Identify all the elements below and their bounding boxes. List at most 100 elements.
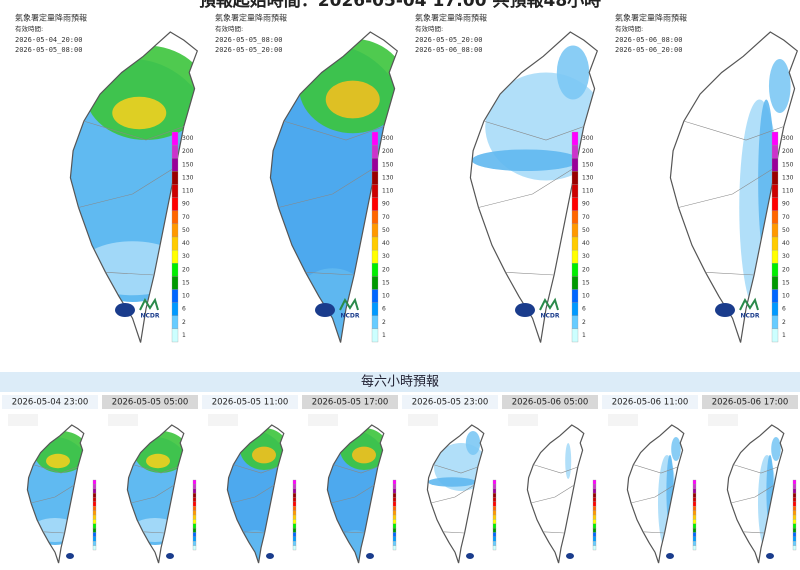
legend-swatch bbox=[692, 506, 697, 511]
legend-swatch bbox=[392, 479, 397, 485]
legend-swatch bbox=[592, 501, 597, 507]
logo-mark bbox=[139, 297, 159, 311]
rain-area bbox=[565, 443, 572, 479]
legend-swatch bbox=[192, 488, 197, 494]
legend-swatch bbox=[492, 492, 497, 498]
coast bbox=[26, 424, 85, 564]
legend-label: 50 bbox=[782, 227, 790, 234]
map-valid-label: 有效時間: bbox=[15, 24, 43, 33]
legend-label: 130 bbox=[582, 174, 594, 181]
map-end: 2026-05-05_20:00 bbox=[215, 46, 282, 54]
legend-swatch bbox=[771, 184, 779, 198]
time-tab-label: 2026-05-05 11:00 bbox=[212, 398, 289, 408]
time-tab-label: 2026-05-06 17:00 bbox=[712, 398, 789, 408]
logo-cwa bbox=[115, 303, 135, 317]
time-tab-label: 2026-05-05 17:00 bbox=[312, 398, 389, 408]
map-valid-label: 有效時間: bbox=[215, 24, 243, 33]
county-lines bbox=[78, 120, 184, 276]
legend-swatch bbox=[571, 263, 579, 277]
legend-swatch bbox=[292, 532, 297, 538]
map-end: 2026-05-06_08:00 bbox=[415, 46, 482, 54]
county-lines bbox=[30, 464, 78, 534]
legend-swatch bbox=[592, 532, 597, 538]
rain-blob bbox=[252, 446, 276, 464]
legend-swatch bbox=[371, 158, 379, 172]
legend-swatch bbox=[771, 197, 779, 211]
legend-label: 110 bbox=[382, 188, 394, 195]
legend-swatch bbox=[192, 506, 197, 511]
legend-swatch bbox=[392, 497, 397, 503]
legend-swatch bbox=[92, 523, 97, 529]
legend-label: 110 bbox=[582, 188, 594, 195]
legend-swatch bbox=[171, 328, 179, 343]
time-tab-label: 2026-05-06 11:00 bbox=[612, 398, 689, 408]
legend-swatch bbox=[371, 263, 379, 277]
logo-cwa bbox=[515, 303, 535, 317]
rain-blob bbox=[46, 453, 70, 469]
legend-label: 40 bbox=[782, 240, 790, 247]
legend-label: 6 bbox=[782, 306, 786, 313]
legend-swatch bbox=[492, 479, 497, 485]
legend-swatch bbox=[692, 536, 697, 542]
map-valid-label: 有效時間: bbox=[415, 24, 443, 33]
legend-swatch bbox=[771, 223, 779, 238]
legend-label: 200 bbox=[382, 148, 394, 155]
legend-label: 50 bbox=[582, 227, 590, 234]
legend-label: 15 bbox=[382, 279, 390, 286]
coast bbox=[726, 424, 785, 564]
legend-label: 300 bbox=[582, 135, 594, 142]
county-lines bbox=[230, 464, 278, 534]
legend-swatch bbox=[792, 514, 797, 520]
page-title: 預報起始時間：2026-05-04 17:00 共預報48小時 bbox=[199, 0, 601, 11]
legend-label: 2 bbox=[782, 319, 786, 326]
rain-blob bbox=[471, 149, 580, 172]
legend-swatch bbox=[392, 484, 397, 489]
logo-mark bbox=[739, 297, 759, 311]
legend-swatch bbox=[92, 492, 97, 498]
county-lines bbox=[678, 120, 784, 276]
legend-swatch bbox=[692, 523, 697, 529]
time-tab-label: 2026-05-06 05:00 bbox=[512, 398, 589, 408]
legend-label: 6 bbox=[382, 306, 386, 313]
legend-swatch bbox=[771, 249, 779, 264]
rain-blob bbox=[112, 96, 167, 130]
legend-swatch bbox=[171, 197, 179, 211]
legend-swatch bbox=[171, 144, 179, 159]
map-start: 2026-05-05_08:00 bbox=[215, 36, 282, 44]
coast bbox=[69, 31, 199, 343]
legend-swatch bbox=[371, 236, 379, 251]
legend-swatch bbox=[492, 523, 497, 529]
logo-mark bbox=[539, 297, 559, 311]
legend-swatch bbox=[592, 484, 597, 489]
legend-swatch bbox=[692, 519, 697, 524]
logo-ncdr: NCDR bbox=[540, 313, 559, 320]
legend-swatch bbox=[492, 536, 497, 542]
legend-swatch bbox=[371, 328, 379, 343]
legend-label: 150 bbox=[782, 161, 794, 168]
legend-label: 90 bbox=[382, 201, 390, 208]
mini-logo bbox=[766, 553, 774, 559]
legend-swatch bbox=[792, 532, 797, 538]
legend-swatch bbox=[371, 131, 379, 146]
logo-cwa bbox=[315, 303, 335, 317]
legend-swatch bbox=[692, 532, 697, 538]
legend-label: 70 bbox=[582, 214, 590, 221]
mini-logo bbox=[66, 553, 74, 559]
legend-swatch bbox=[692, 501, 697, 507]
coast bbox=[626, 424, 685, 564]
legend-swatch bbox=[92, 488, 97, 494]
county-lines bbox=[278, 120, 384, 276]
legend-swatch bbox=[171, 315, 179, 330]
coast bbox=[326, 424, 385, 564]
legend-swatch bbox=[792, 492, 797, 498]
county-lines bbox=[478, 120, 584, 276]
legend-label: 70 bbox=[182, 214, 190, 221]
legend-swatch bbox=[371, 171, 379, 185]
legend-swatch bbox=[571, 236, 579, 251]
legend-swatch bbox=[492, 532, 497, 538]
legend-swatch bbox=[571, 210, 579, 225]
legend-swatch bbox=[592, 545, 597, 551]
legend-swatch bbox=[192, 492, 197, 498]
legend-swatch bbox=[571, 289, 579, 303]
